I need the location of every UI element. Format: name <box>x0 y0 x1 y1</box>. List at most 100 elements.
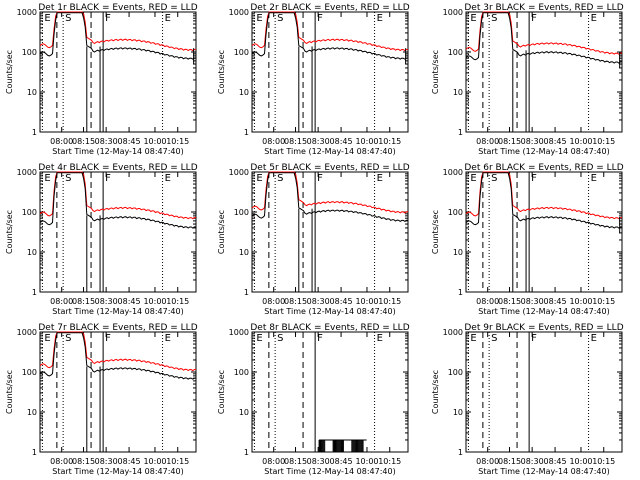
x-tick-label: 10:15 <box>166 297 189 306</box>
x-tick-label: 08:30 <box>521 297 544 306</box>
events-series-line <box>39 332 197 380</box>
panel-title: Det 2r BLACK = Events, RED = LLD <box>250 3 409 13</box>
time-marker-label: E <box>44 13 50 24</box>
x-tick-label: 08:45 <box>544 457 567 466</box>
y-tick-label: 1000 <box>443 168 463 177</box>
panel-title: Det 1r BLACK = Events, RED = LLD <box>38 3 197 13</box>
x-tick-label: 10:15 <box>378 297 401 306</box>
time-marker-label: E <box>591 13 597 24</box>
y-axis-label: Counts/sec <box>431 50 440 94</box>
y-tick-label: 100 <box>234 48 249 57</box>
time-marker-label: S <box>277 173 283 184</box>
x-tick-label: 10:15 <box>592 297 615 306</box>
lld-series-line <box>251 171 409 214</box>
y-tick-label: 100 <box>448 208 463 217</box>
x-tick-label: 10:00 <box>569 297 592 306</box>
time-marker-label: E <box>44 333 50 344</box>
x-tick-label: 08:45 <box>544 297 567 306</box>
time-marker-label: S <box>277 13 283 24</box>
x-tick-label: 08:45 <box>544 137 567 146</box>
y-tick-label: 10 <box>239 248 249 257</box>
y-tick-label: 1 <box>32 448 37 457</box>
time-marker-label: E <box>377 13 383 24</box>
panel-title: Det 9r BLACK = Events, RED = LLD <box>464 323 623 333</box>
x-tick-label: 08:30 <box>521 137 544 146</box>
x-tick-label: 10:15 <box>592 457 615 466</box>
x-tick-label: 10:00 <box>143 457 166 466</box>
x-tick-label: 10:00 <box>355 297 378 306</box>
y-axis-label: Counts/sec <box>5 50 14 94</box>
panel-title: Det 4r BLACK = Events, RED = LLD <box>38 163 197 173</box>
x-tick-label: 08:00 <box>262 137 285 146</box>
y-tick-label: 1000 <box>17 8 37 17</box>
time-marker-label: S <box>65 13 71 24</box>
panel-det-6: Det 6r BLACK = Events, RED = LLD 1 10 100 10… <box>431 163 624 316</box>
time-marker-label: E <box>44 173 50 184</box>
time-marker-label: F <box>531 333 537 344</box>
y-axis-label: Counts/sec <box>217 50 226 94</box>
time-marker-label: S <box>491 173 497 184</box>
x-tick-label: 08:30 <box>95 297 118 306</box>
x-tick-label: 08:30 <box>95 137 118 146</box>
y-axis-label: Counts/sec <box>5 370 14 414</box>
lld-series-line <box>465 11 623 55</box>
time-marker-label: S <box>491 13 497 24</box>
x-tick-label: 08:00 <box>50 457 73 466</box>
plot-frame <box>465 11 623 133</box>
x-tick-label: 08:00 <box>50 137 73 146</box>
y-tick-label: 100 <box>22 48 37 57</box>
y-tick-label: 10 <box>27 88 37 97</box>
y-tick-label: 100 <box>234 208 249 217</box>
y-tick-label: 1 <box>244 448 249 457</box>
y-tick-label: 10 <box>239 408 249 417</box>
x-axis-label: Start Time (12-May-14 08:47:40) <box>52 307 183 316</box>
x-axis-label: Start Time (12-May-14 08:47:40) <box>478 147 609 156</box>
y-tick-label: 1000 <box>17 168 37 177</box>
panel-det-9: Det 9r BLACK = Events, RED = LLD 1 10 100 10… <box>431 323 624 476</box>
lld-series-line <box>465 171 622 220</box>
panel-det-1: Det 1r BLACK = Events, RED = LLD 1 10 100 10… <box>5 3 198 156</box>
time-marker-label: S <box>277 333 283 344</box>
panel-det-7: Det 7r BLACK = Events, RED = LLD 1 10 100 10… <box>5 323 198 476</box>
x-axis-label: Start Time (12-May-14 08:47:40) <box>264 147 395 156</box>
x-tick-label: 08:30 <box>521 457 544 466</box>
events-series-line <box>39 12 197 60</box>
time-marker-label: F <box>317 333 323 344</box>
x-tick-label: 10:15 <box>166 457 189 466</box>
panel-title: Det 8r BLACK = Events, RED = LLD <box>250 323 409 333</box>
y-tick-label: 1 <box>244 128 249 137</box>
x-tick-label: 08:15 <box>72 137 95 146</box>
y-tick-label: 1 <box>458 448 463 457</box>
panel-title: Det 6r BLACK = Events, RED = LLD <box>464 163 623 173</box>
y-tick-label: 1 <box>244 288 249 297</box>
lld-series-line <box>39 171 196 220</box>
time-marker-label: F <box>531 13 537 24</box>
lld-series-line <box>251 11 409 52</box>
time-marker-label: E <box>165 173 171 184</box>
x-tick-label: 08:15 <box>72 457 95 466</box>
x-axis-label: Start Time (12-May-14 08:47:40) <box>478 467 609 476</box>
plot-frame <box>465 171 623 293</box>
x-axis-label: Start Time (12-May-14 08:47:40) <box>264 307 395 316</box>
x-tick-label: 08:30 <box>307 297 330 306</box>
panel-title: Det 7r BLACK = Events, RED = LLD <box>38 323 197 333</box>
y-tick-label: 10 <box>453 88 463 97</box>
x-tick-label: 08:00 <box>476 297 499 306</box>
y-tick-label: 100 <box>234 368 249 377</box>
y-tick-label: 10 <box>453 248 463 257</box>
x-tick-label: 08:45 <box>118 297 141 306</box>
x-tick-label: 08:45 <box>330 457 353 466</box>
y-tick-label: 1 <box>32 288 37 297</box>
x-tick-label: 10:00 <box>569 457 592 466</box>
x-tick-label: 10:15 <box>378 137 401 146</box>
time-marker-label: F <box>317 13 323 24</box>
y-tick-label: 10 <box>453 408 463 417</box>
time-marker-label: E <box>470 333 476 344</box>
panel-det-5: Det 5r BLACK = Events, RED = LLD 1 10 100 10… <box>217 163 410 316</box>
y-axis-label: Counts/sec <box>217 370 226 414</box>
x-axis-label: Start Time (12-May-14 08:47:40) <box>478 307 609 316</box>
time-marker-label: E <box>591 333 597 344</box>
x-tick-label: 08:15 <box>284 137 307 146</box>
x-tick-label: 08:45 <box>118 137 141 146</box>
time-marker-label: E <box>256 173 262 184</box>
